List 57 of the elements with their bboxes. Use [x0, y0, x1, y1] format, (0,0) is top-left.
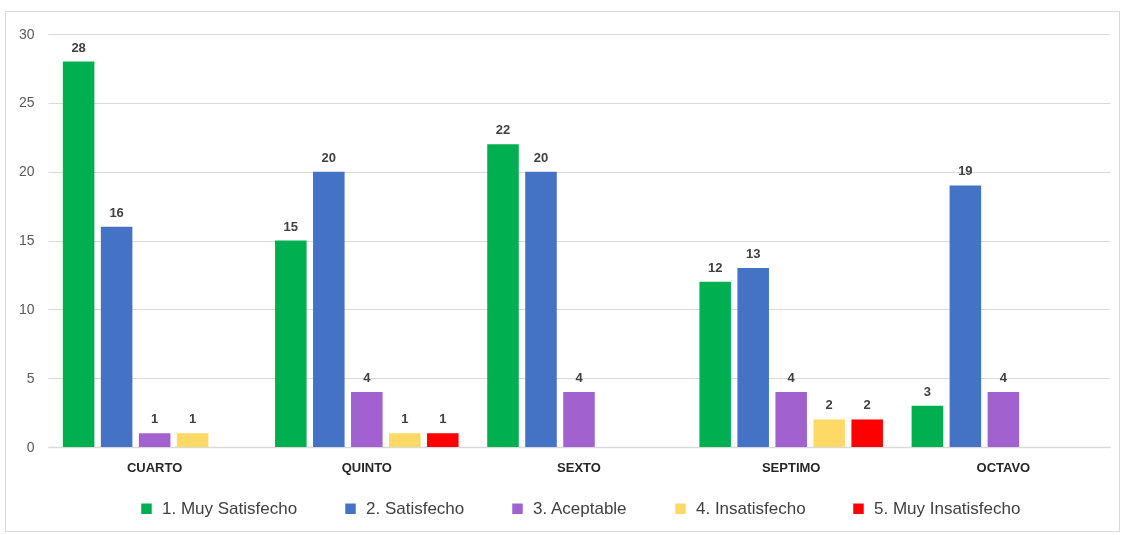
data-label: 13	[745, 246, 761, 262]
bar	[699, 281, 731, 447]
bar	[851, 419, 883, 447]
data-label: 20	[321, 149, 337, 165]
bar	[737, 268, 769, 447]
data-label: 4	[575, 369, 584, 385]
y-tick-label: 20	[18, 163, 35, 180]
y-tick-label: 0	[26, 438, 35, 455]
data-label: 1	[151, 411, 159, 427]
legend-label: 2. Satisfecho	[366, 498, 465, 518]
data-label: 22	[495, 122, 511, 138]
y-tick-label: 30	[18, 25, 35, 42]
bar	[427, 433, 459, 447]
data-label: 4	[999, 369, 1008, 385]
data-label: 12	[707, 259, 723, 275]
bar	[389, 433, 421, 447]
bar	[176, 433, 209, 447]
bar	[138, 433, 171, 447]
data-label: 1	[401, 411, 409, 427]
bar	[813, 419, 845, 447]
x-tick-label: CUARTO	[126, 459, 183, 475]
legend-label: 4. Insatisfecho	[696, 498, 806, 518]
data-label: 2	[825, 397, 833, 413]
data-label: 1	[439, 411, 447, 427]
bar	[911, 405, 944, 447]
bar	[775, 391, 807, 447]
data-label: 20	[533, 149, 549, 165]
x-tick-label: QUINTO	[341, 459, 392, 475]
y-tick-label: 25	[18, 94, 35, 111]
data-label: 3	[923, 383, 931, 399]
legend-label: 5. Muy Insatisfecho	[874, 498, 1021, 518]
data-label: 28	[71, 39, 86, 55]
y-tick-label: 10	[18, 300, 35, 317]
data-label: 19	[958, 163, 973, 179]
legend-label: 3. Aceptable	[533, 498, 627, 518]
data-label: 4	[787, 369, 796, 385]
bar	[487, 144, 519, 447]
legend-label: 1. Muy Satisfecho	[162, 498, 298, 518]
data-label: 1	[189, 411, 197, 427]
bar	[100, 226, 133, 447]
bar	[351, 391, 383, 447]
bar	[525, 171, 557, 447]
data-label: 15	[283, 218, 299, 234]
data-label: 16	[109, 204, 124, 220]
x-tick-label: OCTAVO	[976, 459, 1031, 475]
bar	[563, 391, 595, 447]
bar	[62, 61, 95, 447]
data-label: 4	[363, 369, 372, 385]
y-tick-label: 5	[26, 369, 35, 386]
x-tick-label: SEPTIMO	[761, 459, 821, 475]
bar	[987, 391, 1020, 447]
data-label: 2	[863, 397, 871, 413]
bar	[313, 171, 345, 447]
bar	[949, 185, 982, 447]
y-tick-label: 15	[18, 232, 35, 248]
bar	[275, 240, 307, 447]
x-tick-label: SEXTO	[557, 459, 601, 475]
